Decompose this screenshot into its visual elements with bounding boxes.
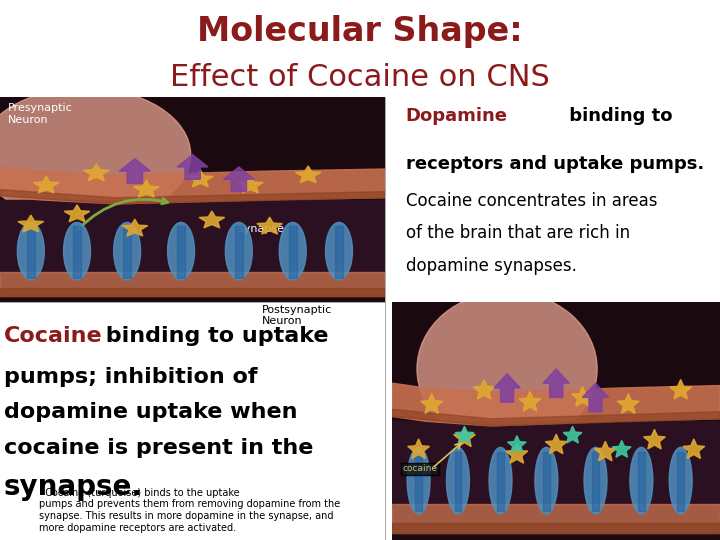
Text: receptors and uptake pumps.: receptors and uptake pumps. bbox=[405, 154, 703, 173]
Bar bbox=[289, 226, 297, 278]
Polygon shape bbox=[582, 383, 608, 411]
Ellipse shape bbox=[114, 222, 140, 280]
Polygon shape bbox=[0, 190, 385, 204]
Ellipse shape bbox=[630, 447, 653, 514]
Polygon shape bbox=[494, 374, 520, 402]
Polygon shape bbox=[122, 219, 148, 236]
Text: of the brain that are rich in: of the brain that are rich in bbox=[405, 225, 629, 242]
Bar bbox=[678, 452, 684, 511]
Polygon shape bbox=[133, 180, 159, 197]
Polygon shape bbox=[572, 387, 593, 406]
Polygon shape bbox=[33, 176, 59, 193]
Polygon shape bbox=[392, 383, 720, 426]
Text: Postsynaptic
Neuron: Postsynaptic Neuron bbox=[262, 305, 332, 326]
Bar bbox=[392, 504, 720, 533]
Polygon shape bbox=[506, 444, 528, 463]
Text: Presynaptic
Neuron: Presynaptic Neuron bbox=[8, 103, 73, 125]
Text: Dopamine: Dopamine bbox=[405, 107, 508, 125]
Text: Cocaine (turquoise) binds to the uptake
pumps and prevents them from removing do: Cocaine (turquoise) binds to the uptake … bbox=[39, 488, 340, 532]
Text: pumps; inhibition of: pumps; inhibition of bbox=[4, 367, 257, 387]
Bar bbox=[123, 226, 131, 278]
Polygon shape bbox=[420, 394, 443, 413]
Polygon shape bbox=[644, 429, 665, 449]
Ellipse shape bbox=[17, 222, 45, 280]
Polygon shape bbox=[670, 380, 692, 399]
Polygon shape bbox=[508, 436, 526, 453]
Polygon shape bbox=[543, 369, 570, 397]
Bar bbox=[392, 421, 720, 504]
Ellipse shape bbox=[489, 447, 512, 514]
Polygon shape bbox=[595, 441, 616, 461]
Bar bbox=[235, 226, 243, 278]
Polygon shape bbox=[120, 159, 150, 184]
Ellipse shape bbox=[325, 222, 353, 280]
Bar bbox=[593, 452, 599, 511]
Polygon shape bbox=[519, 392, 541, 411]
Ellipse shape bbox=[446, 447, 469, 514]
Text: Effect of Cocaine on CNS: Effect of Cocaine on CNS bbox=[170, 63, 550, 92]
Polygon shape bbox=[84, 164, 109, 181]
Bar bbox=[177, 226, 185, 278]
Bar bbox=[27, 226, 35, 278]
Polygon shape bbox=[473, 380, 495, 399]
Ellipse shape bbox=[168, 222, 194, 280]
Bar bbox=[415, 452, 422, 511]
Text: dopamine synapses.: dopamine synapses. bbox=[405, 257, 577, 275]
Text: cocaine is present in the: cocaine is present in the bbox=[4, 438, 313, 458]
Bar bbox=[0, 200, 385, 272]
Polygon shape bbox=[187, 170, 213, 187]
Bar bbox=[392, 523, 720, 533]
Polygon shape bbox=[545, 434, 567, 454]
Polygon shape bbox=[0, 167, 385, 204]
Polygon shape bbox=[18, 215, 44, 232]
Polygon shape bbox=[223, 167, 254, 192]
Bar bbox=[638, 452, 644, 511]
Text: binding to uptake: binding to uptake bbox=[98, 326, 329, 346]
Bar bbox=[0, 272, 385, 296]
Polygon shape bbox=[454, 427, 475, 447]
Polygon shape bbox=[683, 439, 705, 458]
Text: synapse: synapse bbox=[239, 225, 285, 234]
Text: Cocaine concentrates in areas: Cocaine concentrates in areas bbox=[405, 192, 657, 210]
Text: Molecular Shape:: Molecular Shape: bbox=[197, 15, 523, 48]
Ellipse shape bbox=[0, 88, 191, 221]
Text: binding to: binding to bbox=[563, 107, 672, 125]
Polygon shape bbox=[392, 409, 720, 426]
Bar bbox=[543, 452, 549, 511]
Ellipse shape bbox=[225, 222, 252, 280]
Ellipse shape bbox=[63, 222, 91, 280]
Bar bbox=[335, 226, 343, 278]
Polygon shape bbox=[64, 205, 90, 222]
Text: cocaine: cocaine bbox=[402, 464, 437, 473]
Polygon shape bbox=[563, 426, 582, 443]
Ellipse shape bbox=[279, 222, 306, 280]
Polygon shape bbox=[295, 166, 321, 183]
Bar bbox=[498, 452, 504, 511]
Bar bbox=[73, 226, 81, 278]
Ellipse shape bbox=[669, 447, 692, 514]
Bar bbox=[454, 452, 462, 511]
Bar bbox=[0, 288, 385, 296]
Text: Cocaine: Cocaine bbox=[4, 326, 102, 346]
Polygon shape bbox=[177, 154, 208, 179]
Polygon shape bbox=[408, 439, 430, 458]
Polygon shape bbox=[455, 426, 474, 443]
Text: synapse.: synapse. bbox=[4, 474, 143, 502]
Polygon shape bbox=[617, 394, 639, 413]
Ellipse shape bbox=[417, 292, 597, 446]
Polygon shape bbox=[257, 217, 282, 234]
Polygon shape bbox=[238, 176, 264, 193]
Ellipse shape bbox=[535, 447, 558, 514]
Ellipse shape bbox=[407, 447, 430, 514]
Polygon shape bbox=[613, 441, 631, 457]
Ellipse shape bbox=[584, 447, 607, 514]
Text: dopamine uptake when: dopamine uptake when bbox=[4, 402, 297, 422]
Polygon shape bbox=[199, 211, 225, 228]
